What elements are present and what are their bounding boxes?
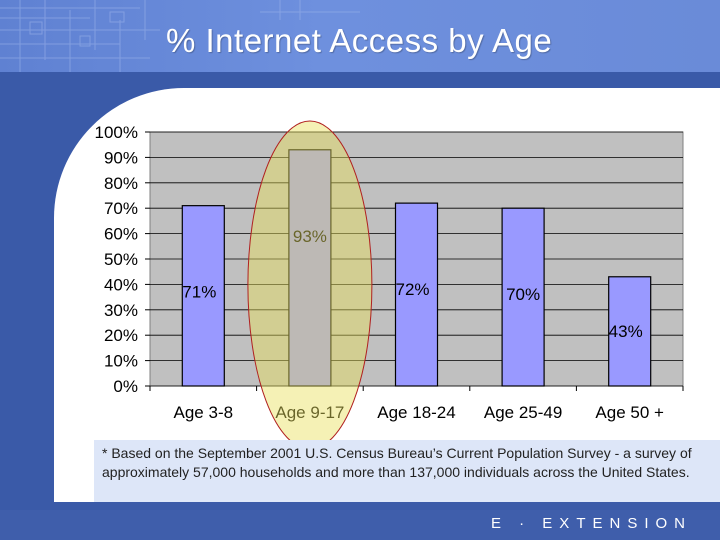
bar [181,205,225,387]
y-tick-label: 40% [104,275,138,294]
y-tick-label: 80% [104,174,138,193]
footer-bar [0,510,720,540]
x-tick-label: Age 18-24 [377,403,455,422]
y-tick-label: 70% [104,199,138,218]
x-tick-label: Age 50 + [595,403,664,422]
data-label: 93% [293,227,327,246]
footer-brand: E · EXTENSION [490,515,692,532]
y-tick-label: 30% [104,301,138,320]
page-title: % Internet Access by Age [166,22,553,59]
x-tick-label: Age 3-8 [174,403,234,422]
data-label: 72% [395,280,429,299]
footnote-text: * Based on the September 2001 U.S. Censu… [102,445,692,480]
y-tick-label: 100% [95,123,138,142]
bar [288,149,332,387]
footnote-box [94,440,720,502]
title-bar: % Internet Access by Age [0,0,720,72]
bar [608,276,652,387]
y-tick-label: 90% [104,148,138,167]
x-tick-label: Age 25-49 [484,403,562,422]
x-tick-label: Age 9-17 [275,403,344,422]
highlight-ellipse [247,120,373,450]
bar [394,202,439,387]
bar [501,207,545,387]
data-label: 71% [182,283,216,302]
data-label: 70% [506,285,540,304]
circuit-pattern-decoration [0,0,360,72]
y-tick-label: 0% [113,377,138,396]
y-tick-label: 50% [104,250,138,269]
y-tick-label: 60% [104,225,138,244]
y-tick-label: 20% [104,326,138,345]
data-label: 43% [609,322,643,341]
y-tick-label: 10% [104,352,138,371]
